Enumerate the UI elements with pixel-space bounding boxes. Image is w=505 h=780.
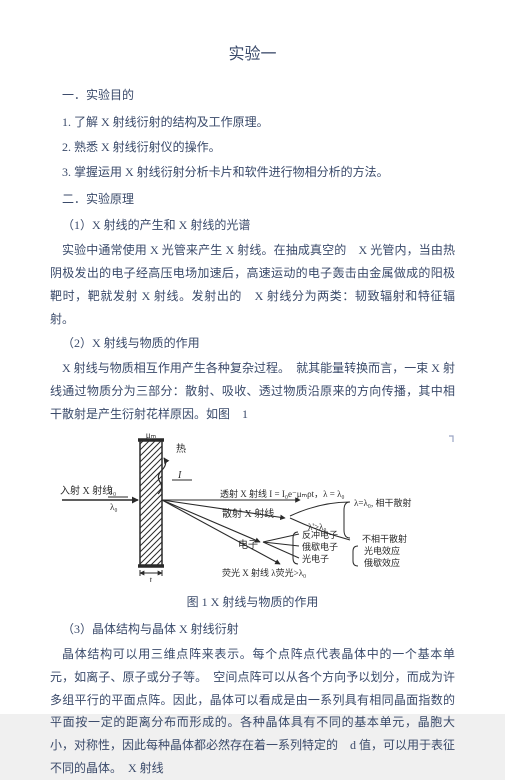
xray-diagram: t μₘ 入射 X 射线I₀ λ₀ 热 I 透射 X 射线 I = I₀e⁻μₘρt，λ =… <box>50 432 455 582</box>
svg-text:不相干散射: 不相干散射 <box>362 533 407 544</box>
paragraph-3: 晶体结构可以用三维点阵来表示。每个点阵点代表晶体中的一个基本单元，如离子、原子或… <box>50 643 455 780</box>
objective-item-3: 3. 掌握运用 X 射线衍射分析卡片和软件进行物相分析的方法。 <box>50 161 455 184</box>
svg-text:λ=λ₀, 相干散射: λ=λ₀, 相干散射 <box>354 497 411 508</box>
paragraph-2: X 射线与物质相互作用产生各种复杂过程。 就其能量转换而言，一束 X 射线通过物… <box>50 357 455 425</box>
objective-item-2: 2. 熟悉 X 射线衍射仪的操作。 <box>50 136 455 159</box>
svg-text:透射 X 射线 I = I₀e⁻μₘρt，λ = λ₀: 透射 X 射线 I = I₀e⁻μₘρt，λ = λ₀ <box>220 488 345 499</box>
svg-text:热: 热 <box>176 442 186 455</box>
subheading-2: （2）X 射线与物质的作用 <box>50 332 455 355</box>
section2-heading: 二．实验原理 <box>50 188 455 211</box>
svg-text:光电效应: 光电效应 <box>364 545 400 556</box>
objective-item-1: 1. 了解 X 射线衍射的结构及工作原理。 <box>50 111 455 134</box>
svg-text:俄歇效应: 俄歇效应 <box>364 557 400 568</box>
svg-text:λ₀: λ₀ <box>110 502 118 512</box>
section1-heading: 一．实验目的 <box>50 84 455 107</box>
svg-text:电子: 电子 <box>238 538 258 551</box>
svg-text:I₀: I₀ <box>110 486 116 496</box>
paragraph-1: 实验中通常使用 X 光管来产生 X 射线。在抽成真空的 X 光管内，当由热阴极发… <box>50 239 455 330</box>
page-title: 实验一 <box>50 40 455 70</box>
svg-text:荧光 X 射线 λ荧光>λ₀: 荧光 X 射线 λ荧光>λ₀ <box>222 567 306 578</box>
svg-text:入射 X 射线: 入射 X 射线 <box>60 484 112 497</box>
svg-text:I: I <box>177 470 182 481</box>
svg-text:光电子: 光电子 <box>302 553 329 564</box>
page: 实验一 一．实验目的 1. 了解 X 射线衍射的结构及工作原理。 2. 熟悉 X… <box>0 0 505 714</box>
svg-text:μₘ: μₘ <box>146 432 157 440</box>
svg-text:反冲电子: 反冲电子 <box>302 529 338 540</box>
figure-caption: 图 1 X 射线与物质的作用 <box>50 591 455 614</box>
subheading-1: （1）X 射线的产生和 X 射线的光谱 <box>50 214 455 237</box>
svg-text:俄歇电子: 俄歇电子 <box>302 541 338 552</box>
svg-text:散射 X 射线: 散射 X 射线 <box>222 507 274 520</box>
svg-text:t: t <box>150 575 153 582</box>
subheading-3: （3）晶体结构与晶体 X 射线衍射 <box>50 618 455 641</box>
figure-1: t μₘ 入射 X 射线I₀ λ₀ 热 I 透射 X 射线 I = I₀e⁻μₘρt，λ =… <box>50 432 455 590</box>
